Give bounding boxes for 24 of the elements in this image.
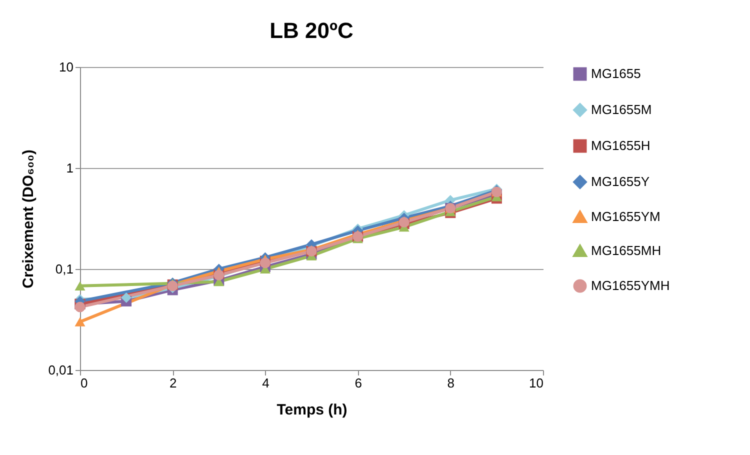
x-tick-label: 2	[169, 376, 177, 390]
legend-label: MG1655YM	[591, 209, 660, 224]
x-tick-label: 6	[354, 376, 362, 390]
x-tick-label: 8	[447, 376, 455, 390]
legend-label: MG1655Y	[591, 174, 650, 189]
point	[121, 292, 132, 303]
legend-label: MG1655YMH	[591, 278, 670, 293]
legend-label: MG1655	[591, 66, 641, 81]
x-tick-label: 0	[80, 376, 88, 390]
point	[74, 302, 86, 312]
chart-title: LB 20ºC	[270, 18, 354, 43]
y-tick-label: 0,1	[55, 262, 74, 276]
y-tick-label: 0,01	[48, 362, 74, 378]
x-tick-label: 10	[529, 376, 544, 390]
y-tick-label: 1	[66, 160, 74, 176]
y-axis-title: Creixement (DO₆₀₀)	[20, 150, 38, 288]
x-axis-title: Temps (h)	[276, 402, 348, 418]
point	[74, 317, 86, 326]
legend-label: MG1655M	[591, 102, 652, 117]
y-tick-label: 10	[59, 60, 74, 74]
legend-label: MG1655H	[591, 138, 650, 153]
point	[74, 281, 86, 290]
x-tick-label: 4	[262, 376, 270, 390]
legend-label: MG1655MH	[591, 243, 662, 258]
